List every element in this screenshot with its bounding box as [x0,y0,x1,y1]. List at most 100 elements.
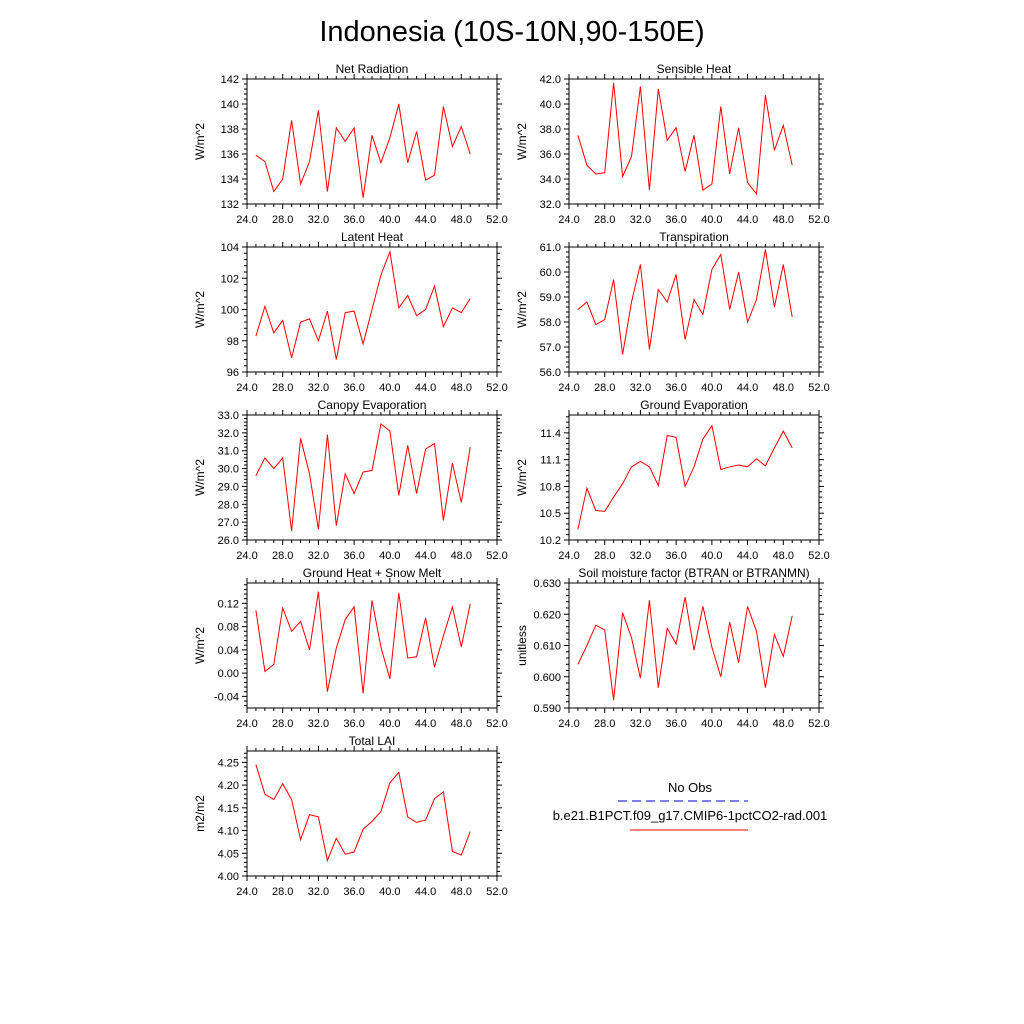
y-tick-label: 11.4 [540,428,561,440]
series-line-canopy-evaporation [255,422,471,532]
y-axis-title: W/m^2 [193,459,207,496]
x-tick-label: 36.0 [343,214,364,226]
series-line-transpiration [577,249,793,355]
x-tick-label: 48.0 [773,550,794,562]
panel-sensible-heat: Sensible Heat 24.0 28.0 32.0 36.0 40.0 44.0 48.… [515,62,830,226]
y-tick-label: -0.04 [214,691,239,703]
panel-title-total-lai: Total LAI [349,734,396,748]
plot-frame [568,582,820,709]
y-tick-label: 27.0 [218,517,239,529]
x-tick-label: 48.0 [773,382,794,394]
legend-label-model: b.e21.B1PCT.f09_g17.CMIP6-1pctCO2-rad.00… [553,808,828,823]
y-tick-label: 59.0 [540,292,561,304]
y-tick-label: 132 [221,199,239,211]
plot-frame [568,78,820,205]
x-tick-label: 40.0 [379,886,400,898]
x-tick-label: 32.0 [308,886,329,898]
plot-frame [568,414,820,541]
y-tick-label: 56.0 [540,367,561,379]
x-tick-label: 24.0 [236,214,257,226]
x-tick-label: 36.0 [343,886,364,898]
legend-label-obs: No Obs [668,780,713,795]
x-tick-label: 28.0 [594,550,615,562]
x-tick-label: 36.0 [343,718,364,730]
y-tick-label: 30.0 [218,464,239,476]
y-tick-label: 33.0 [218,410,239,422]
x-tick-label: 28.0 [272,214,293,226]
x-tick-label: 40.0 [379,550,400,562]
y-tick-label: 10.5 [540,508,561,520]
y-tick-label: 0.600 [533,672,561,684]
x-tick-label: 44.0 [415,382,436,394]
y-tick-label: 102 [221,273,239,285]
y-tick-label: 10.2 [540,535,561,547]
panel-title-latent-heat: Latent Heat [341,230,404,244]
panel-canopy-evaporation: Canopy Evaporation 24.0 28.0 32.0 36.0 40.0 44… [193,398,508,562]
y-tick-label: 0.630 [533,578,561,590]
y-tick-label: 4.20 [218,780,239,792]
y-tick-label: 0.12 [218,598,239,610]
y-tick-label: 138 [221,124,239,136]
plot-frame [246,750,498,877]
y-axis-title: W/m^2 [193,123,207,160]
panel-ground-evaporation: Ground Evaporation 24.0 28.0 32.0 36.0 40.0 44… [515,398,830,562]
y-tick-label: 31.0 [218,446,239,458]
x-tick-label: 32.0 [630,550,651,562]
x-tick-label: 52.0 [808,718,829,730]
x-tick-label: 44.0 [415,214,436,226]
y-tick-label: 42.0 [540,74,561,86]
y-axis-title: W/m^2 [193,291,207,328]
panel-title-canopy-evaporation: Canopy Evaporation [318,398,427,412]
y-tick-label: 140 [221,99,239,111]
plot-frame [568,246,820,373]
x-tick-label: 44.0 [737,550,758,562]
y-tick-label: 32.0 [218,428,239,440]
x-tick-label: 52.0 [486,382,507,394]
series-line-soil-moisture-factor-btran-or-btranmn [577,597,793,701]
x-tick-label: 24.0 [558,382,579,394]
y-tick-label: 4.25 [218,757,239,769]
plot-frame [246,78,498,205]
y-tick-label: 28.0 [218,499,239,511]
y-tick-label: 0.610 [533,641,561,653]
x-tick-label: 52.0 [808,214,829,226]
y-tick-label: 136 [221,149,239,161]
x-tick-label: 52.0 [486,886,507,898]
panel-title-ground-heat-snow-melt: Ground Heat + Snow Melt [303,566,442,580]
y-tick-label: 0.620 [533,609,561,621]
y-tick-label: 32.0 [540,199,561,211]
y-axis-title: W/m^2 [515,459,529,496]
x-tick-label: 36.0 [665,550,686,562]
x-tick-label: 40.0 [701,550,722,562]
x-tick-label: 36.0 [343,382,364,394]
x-tick-label: 40.0 [379,718,400,730]
y-tick-label: 38.0 [540,124,561,136]
y-axis-title: unitless [515,625,529,666]
x-tick-label: 24.0 [236,550,257,562]
y-tick-label: 57.0 [540,342,561,354]
x-tick-label: 24.0 [558,214,579,226]
figure-title: Indonesia (10S-10N,90-150E) [319,16,704,48]
y-tick-label: 96 [227,367,239,379]
panel-net-radiation: Net Radiation 24.0 28.0 32.0 36.0 40.0 44.0 48.… [193,62,508,226]
x-tick-label: 32.0 [308,718,329,730]
x-tick-label: 48.0 [451,382,472,394]
x-tick-label: 52.0 [486,550,507,562]
legend: No Obs b.e21.B1PCT.f09_g17.CMIP6-1pctCO2… [553,780,828,831]
x-tick-label: 28.0 [594,718,615,730]
panel-soil-moisture-factor-btran-or-btranmn: Soil moisture factor (BTRAN or BTRANMN) 2… [515,566,830,730]
x-tick-label: 32.0 [308,214,329,226]
x-tick-label: 32.0 [630,718,651,730]
y-tick-label: 34.0 [540,174,561,186]
y-tick-label: 40.0 [540,99,561,111]
y-tick-label: 0.590 [533,703,561,715]
x-tick-label: 52.0 [808,382,829,394]
y-tick-label: 100 [221,305,239,317]
series-line-ground-evaporation [577,424,793,530]
panel-total-lai: Total LAI 24.0 28.0 32.0 36.0 40.0 44.0 48.0 52.… [193,734,508,898]
y-tick-label: 26.0 [218,535,239,547]
y-tick-label: 61.0 [540,242,561,254]
panels: Net Radiation 24.0 28.0 32.0 36.0 40.0 44.0 48.… [193,62,830,898]
x-tick-label: 40.0 [701,718,722,730]
x-tick-label: 44.0 [737,214,758,226]
